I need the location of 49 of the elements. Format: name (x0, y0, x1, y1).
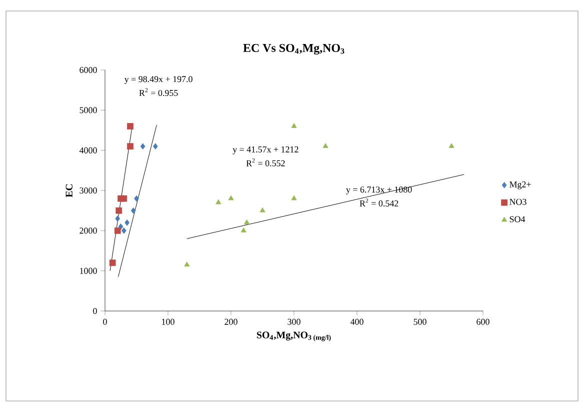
y-tick-label: 2000 (80, 228, 97, 234)
point (116, 207, 122, 214)
legend-label: NO3 (510, 198, 526, 205)
point (120, 195, 128, 202)
y-tick-label: 3000 (80, 187, 97, 194)
text: SO$_{4}$,Mg,NO$_{3 (mg/l)}$ (256, 332, 331, 342)
annotation: y = 41.57x + 1212 (232, 146, 298, 154)
point (228, 195, 234, 200)
point (152, 143, 158, 150)
point (124, 219, 130, 226)
point (140, 143, 146, 150)
point (448, 143, 454, 148)
point (109, 260, 116, 266)
point (134, 195, 139, 202)
annotation: y = 98.49x + 197.0 (124, 76, 192, 84)
point (291, 195, 297, 200)
chart-title: EC Vs SO$_{4}$,Mg,NO$_{3}$ (243, 44, 344, 55)
point (291, 123, 297, 128)
point (115, 215, 120, 222)
annotation: y = 6.713x + 1080 (346, 186, 412, 194)
annotation: R$^{2}$ = 0.552 (246, 158, 285, 166)
x-tick-label: 0 (103, 318, 107, 325)
point (216, 199, 222, 204)
y-axis-title: EC (66, 184, 72, 198)
point (121, 227, 126, 234)
annotation: R$^{2}$ = 0.542 (360, 198, 398, 206)
y-tick-label: 4000 (79, 147, 97, 154)
x-tick-label: 600 (476, 318, 490, 325)
y-tick-label: 0 (93, 308, 97, 314)
legend-label: SO4 (510, 216, 526, 222)
annotation: R$^{2}$ = 0.955 (139, 88, 178, 96)
point (130, 207, 136, 214)
point (260, 207, 266, 212)
y-tick-label: 6000 (80, 66, 97, 74)
y-tick-label: 5000 (80, 107, 97, 114)
point (322, 143, 328, 148)
y-tick-label: 1000 (80, 268, 97, 274)
legend-label: Mg2+ (510, 181, 531, 190)
x-tick-label: 300 (288, 318, 300, 325)
point (240, 227, 246, 232)
point (127, 123, 134, 130)
x-tick-label: 500 (414, 318, 426, 325)
point (184, 262, 190, 266)
x-tick-label: 200 (224, 318, 238, 325)
x-tick-label: 100 (162, 318, 174, 325)
point (127, 143, 134, 150)
point (114, 227, 121, 234)
point (244, 219, 250, 224)
x-tick-label: 400 (350, 318, 364, 325)
